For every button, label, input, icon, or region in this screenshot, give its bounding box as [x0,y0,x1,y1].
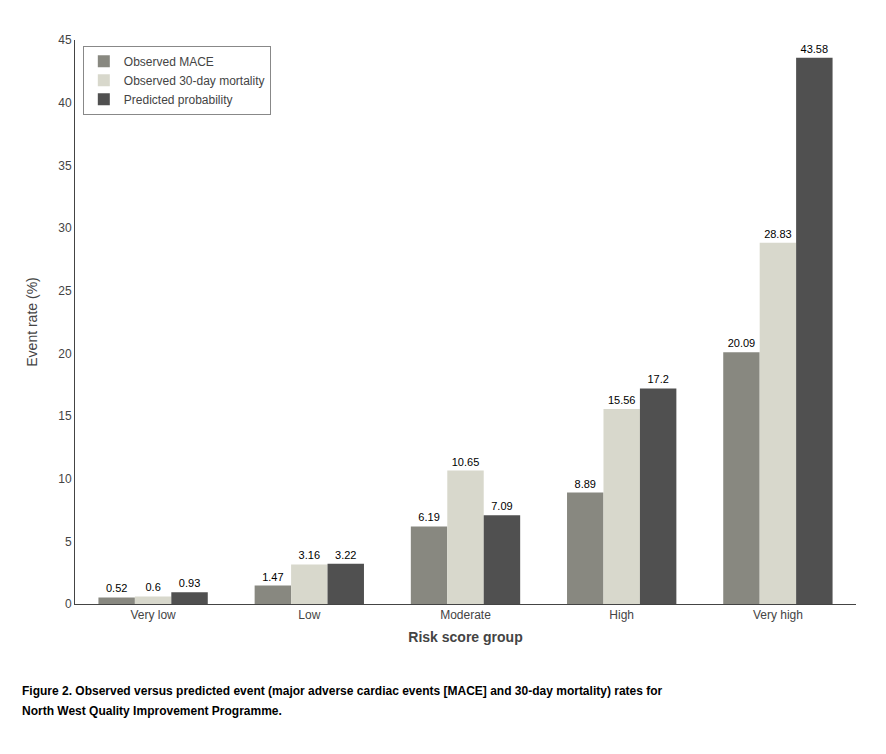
svg-text:Figure 2. Observed versus pred: Figure 2. Observed versus predicted even… [22,684,663,698]
svg-text:3.22: 3.22 [335,549,356,561]
svg-text:High: High [609,608,634,622]
svg-text:0.52: 0.52 [106,582,127,594]
svg-text:Very low: Very low [130,608,176,622]
svg-text:8.89: 8.89 [575,478,596,490]
svg-text:10: 10 [58,472,72,486]
svg-text:3.16: 3.16 [299,549,320,561]
svg-text:Risk score group: Risk score group [408,629,522,645]
svg-text:17.2: 17.2 [647,373,668,385]
svg-text:30: 30 [58,221,72,235]
svg-text:20: 20 [58,347,72,361]
svg-text:15: 15 [58,409,72,423]
svg-text:35: 35 [58,159,72,173]
svg-text:20.09: 20.09 [728,337,756,349]
svg-text:15.56: 15.56 [608,394,636,406]
svg-text:0.93: 0.93 [179,577,200,589]
svg-text:0: 0 [65,597,72,611]
svg-text:Observed 30-day mortality: Observed 30-day mortality [124,74,265,88]
svg-text:1.47: 1.47 [262,571,283,583]
svg-text:Low: Low [298,608,320,622]
svg-text:25: 25 [58,284,72,298]
svg-text:45: 45 [58,33,72,47]
svg-text:Moderate: Moderate [440,608,491,622]
svg-text:5: 5 [65,535,72,549]
svg-text:Event rate (%): Event rate (%) [24,277,40,366]
svg-text:North West Quality Improvement: North West Quality Improvement Programme… [22,704,282,718]
svg-text:43.58: 43.58 [801,43,829,55]
svg-text:10.65: 10.65 [452,456,480,468]
svg-text:28.83: 28.83 [764,228,792,240]
svg-text:0.6: 0.6 [145,581,160,593]
svg-text:6.19: 6.19 [418,511,439,523]
svg-text:Very high: Very high [753,608,803,622]
svg-text:Observed MACE: Observed MACE [124,55,214,69]
svg-text:40: 40 [58,96,72,110]
svg-text:Predicted probability: Predicted probability [124,93,233,107]
svg-text:7.09: 7.09 [491,500,512,512]
